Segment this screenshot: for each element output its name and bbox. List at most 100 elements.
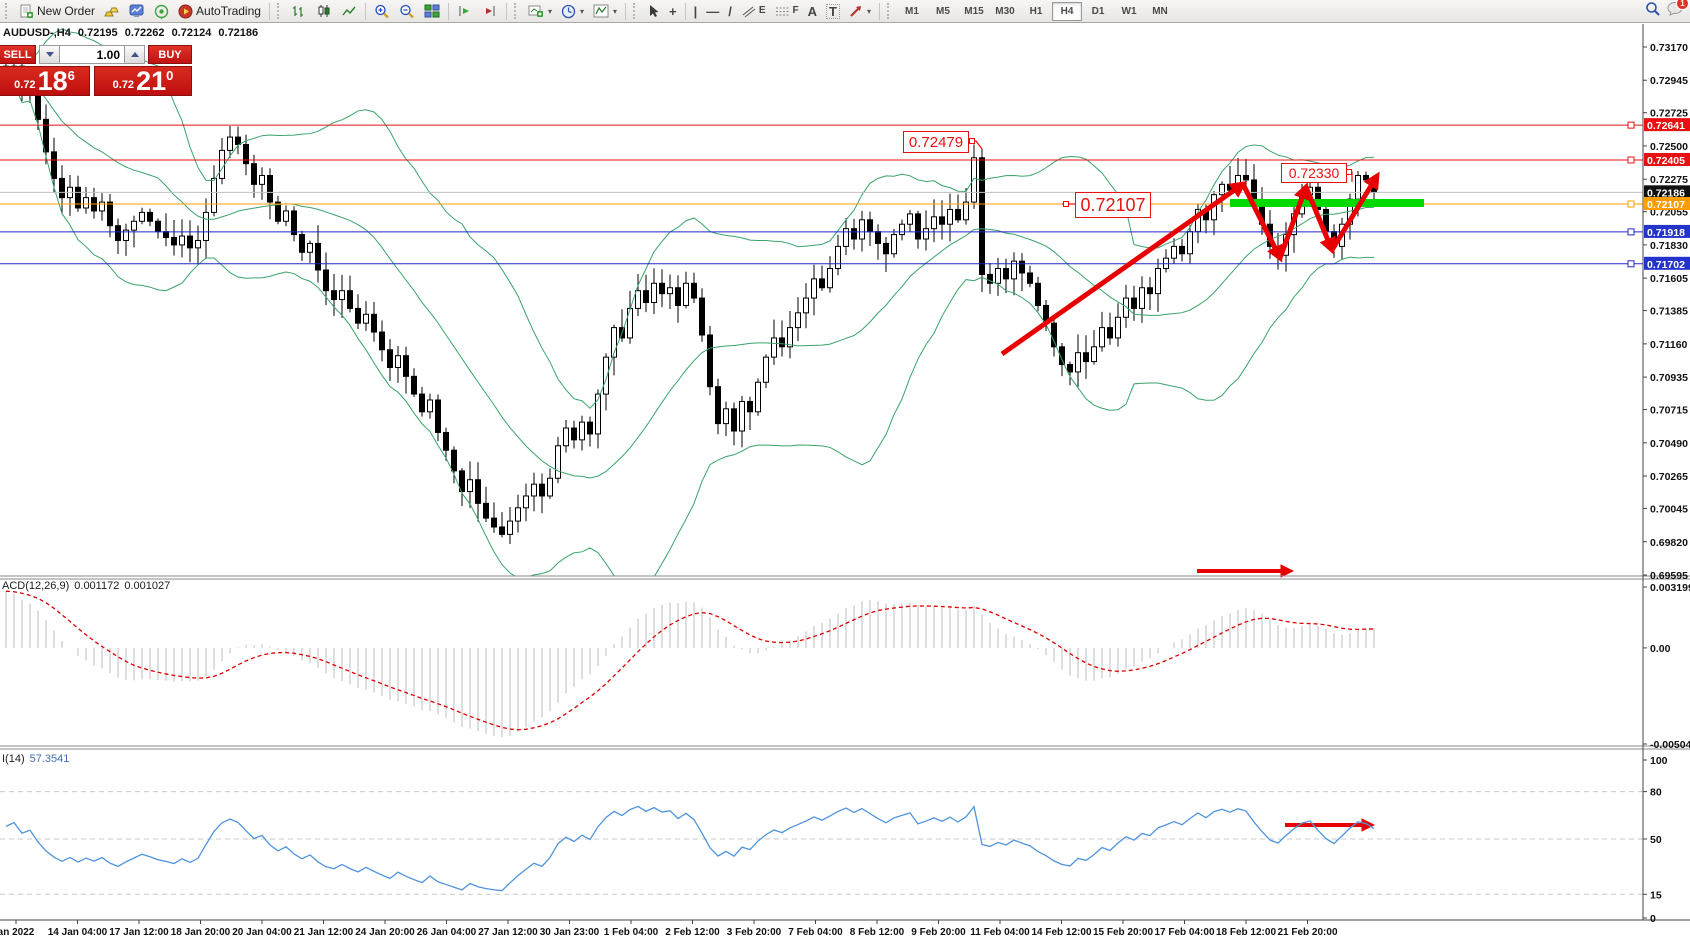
svg-text:0.71830: 0.71830 — [1650, 240, 1688, 252]
macd-signal-line — [5, 590, 1375, 731]
buy-button[interactable]: BUY — [148, 45, 192, 64]
horizontal-line-icon: — — [706, 3, 720, 19]
bar-chart-icon — [291, 4, 307, 18]
autotrading-label: AutoTrading — [196, 4, 261, 18]
timeframe-m30[interactable]: M30 — [995, 5, 1015, 17]
indicators-button[interactable]: ▾ — [589, 1, 621, 22]
channel-tool-button[interactable]: E — [737, 1, 770, 22]
zoom-out-button[interactable] — [395, 1, 419, 22]
vertical-line-tool-button[interactable]: | — [690, 1, 702, 22]
price-axis[interactable] — [1643, 24, 1690, 920]
svg-text:0.69595: 0.69595 — [1650, 570, 1688, 582]
text-tool-button[interactable]: A — [804, 1, 821, 22]
add-chart-icon — [528, 4, 544, 18]
auto-scroll-button[interactable] — [453, 1, 477, 22]
svg-text:14 Feb 12:00: 14 Feb 12:00 — [1031, 927, 1091, 938]
svg-text:80: 80 — [1650, 787, 1662, 799]
price-panel — [0, 28, 1643, 576]
text-label-tool-button[interactable]: T — [822, 1, 844, 22]
time-axis[interactable] — [0, 920, 1643, 940]
timeframe-d1[interactable]: D1 — [1091, 5, 1105, 17]
price-annotation-72479[interactable]: 0.72479 — [903, 131, 969, 153]
new-order-button[interactable]: New Order — [15, 1, 99, 22]
timeframe-m1[interactable]: M1 — [905, 5, 919, 17]
timeframe-w1[interactable]: W1 — [1121, 5, 1137, 17]
period-button[interactable]: ▾ — [557, 1, 588, 22]
toolbar-separator — [268, 2, 270, 20]
fibonacci-sub-label: F — [792, 5, 799, 16]
line-chart-icon — [341, 4, 357, 18]
bar-close-value: 0.72186 — [218, 27, 259, 39]
horizontal-line-tool-button[interactable]: — — [702, 1, 723, 22]
timeframe-h4[interactable]: H4 — [1052, 1, 1082, 21]
new-order-label: New Order — [37, 4, 96, 18]
clock-icon — [561, 4, 576, 19]
toolbar-grip — [887, 3, 893, 19]
search-icon[interactable] — [1645, 1, 1661, 22]
timeframe-m5[interactable]: M5 — [936, 5, 950, 17]
signals-button[interactable] — [150, 1, 173, 22]
one-click-trading-widget: SELL BUY 0.72 18 6 0.72 21 0 — [0, 45, 192, 96]
svg-text:17 Feb 04:00: 17 Feb 04:00 — [1154, 927, 1214, 938]
tile-windows-button[interactable] — [420, 1, 444, 22]
toolbar-grip — [513, 3, 520, 19]
svg-text:0.72945: 0.72945 — [1650, 75, 1688, 87]
symbol-title: AUDUSD-,H4 — [3, 27, 71, 39]
volume-decrement-button[interactable] — [39, 45, 60, 64]
svg-text:0.72405: 0.72405 — [1647, 155, 1685, 167]
bar-open-value: 0.72195 — [77, 27, 118, 39]
sell-price-pips: 18 — [37, 65, 68, 96]
toolbar-separator — [879, 2, 880, 20]
chart-plot[interactable]: 0.731700.729450.727250.725000.722750.720… — [0, 24, 1690, 940]
svg-text:0.71605: 0.71605 — [1650, 273, 1688, 285]
cursor-tool-button[interactable] — [643, 1, 664, 22]
trendline-tool-button[interactable]: / — [724, 1, 736, 22]
candles-layer — [3, 48, 1377, 545]
macd-label-bar: ACD(12,26,9) 0.001172 0.001027 — [2, 580, 170, 592]
timeframe-h1[interactable]: H1 — [1029, 5, 1043, 17]
arrows-tool-button[interactable]: ▾ — [845, 1, 875, 22]
volume-increment-button[interactable] — [124, 45, 145, 64]
sell-price-display[interactable]: 0.72 18 6 — [0, 66, 90, 96]
chart-line-button[interactable] — [337, 1, 361, 22]
svg-text:0.00: 0.00 — [1650, 643, 1671, 655]
deposit-button[interactable] — [100, 1, 124, 22]
rsi-panel — [0, 791, 1643, 895]
green-resistance-bar — [1230, 198, 1424, 207]
buy-price-display[interactable]: 0.72 21 0 — [94, 66, 192, 96]
svg-text:0.71918: 0.71918 — [1647, 227, 1685, 239]
chart-bars-button[interactable] — [287, 1, 311, 22]
publish-chart-button[interactable] — [125, 1, 149, 22]
chart-upload-icon — [129, 4, 145, 18]
chart-candles-button[interactable] — [312, 1, 336, 22]
volume-input[interactable] — [60, 45, 124, 64]
zoom-in-button[interactable] — [370, 1, 394, 22]
sell-button[interactable]: SELL — [0, 45, 36, 64]
main-toolbar: New Order AutoTrading ▾ ▾ ▾ — [0, 0, 1690, 23]
crosshair-tool-button[interactable]: + — [665, 1, 681, 22]
toolbar-separator — [625, 2, 626, 20]
new-chart-button[interactable]: ▾ — [524, 1, 556, 22]
notifications-button[interactable]: 1 — [1667, 0, 1689, 21]
autotrading-button[interactable]: AutoTrading — [174, 1, 265, 22]
macd-panel — [5, 590, 1375, 738]
svg-text:0: 0 — [1650, 913, 1656, 925]
price-annotation-72107[interactable]: 0.72107 — [1075, 192, 1151, 218]
svg-text:0.72186: 0.72186 — [1647, 187, 1685, 199]
price-annotation-72330[interactable]: 0.72330 — [1281, 163, 1347, 183]
timeframe-mn[interactable]: MN — [1152, 5, 1168, 17]
chart-shift-button[interactable] — [478, 1, 502, 22]
chart-shift-icon — [482, 4, 498, 18]
notification-count-badge: 1 — [1676, 0, 1689, 10]
svg-text:0.72725: 0.72725 — [1650, 108, 1688, 120]
tile-windows-icon — [424, 4, 440, 18]
svg-text:0.71385: 0.71385 — [1650, 306, 1688, 318]
svg-text:21 Jan 12:00: 21 Jan 12:00 — [294, 927, 354, 938]
bollinger-bands — [13, 28, 1375, 576]
svg-text:3 Feb 20:00: 3 Feb 20:00 — [727, 927, 782, 938]
svg-text:20 Jan 04:00: 20 Jan 04:00 — [232, 927, 292, 938]
timeframe-m15[interactable]: M15 — [964, 5, 984, 17]
svg-text:24 Jan 20:00: 24 Jan 20:00 — [355, 927, 415, 938]
fibonacci-tool-button[interactable]: F — [771, 1, 803, 22]
triangle-down-icon — [45, 52, 54, 57]
